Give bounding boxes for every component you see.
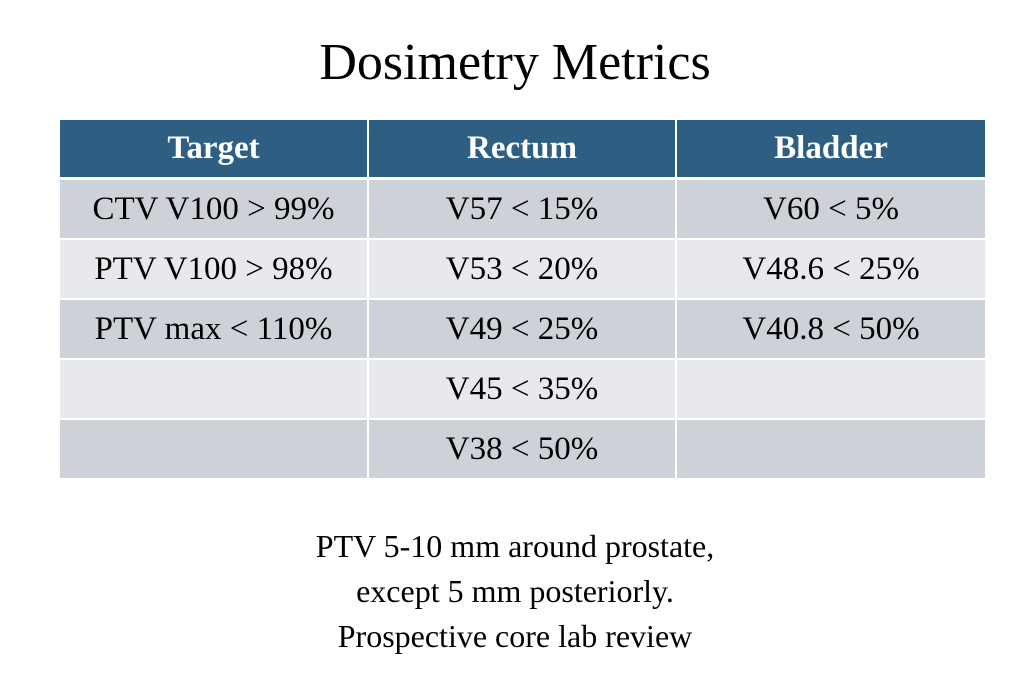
footnote-line: Prospective core lab review — [337, 618, 693, 654]
cell-rectum: V49 < 25% — [368, 299, 677, 360]
cell-bladder: V60 < 5% — [676, 178, 985, 240]
cell-rectum: V45 < 35% — [368, 359, 677, 420]
footnote-line: PTV 5-10 mm around prostate, — [315, 528, 715, 564]
header-target: Target — [60, 120, 369, 180]
cell-target — [60, 419, 369, 480]
table-row: PTV V100 > 98% V53 < 20% V48.6 < 25% — [60, 239, 985, 300]
cell-bladder: V48.6 < 25% — [676, 239, 985, 300]
cell-target: CTV V100 > 99% — [60, 178, 369, 240]
table-row: PTV max < 110% V49 < 25% V40.8 < 50% — [60, 299, 985, 360]
cell-bladder: V40.8 < 50% — [676, 299, 985, 360]
cell-rectum: V38 < 50% — [368, 419, 677, 480]
cell-rectum: V57 < 15% — [368, 178, 677, 240]
slide-title: Dosimetry Metrics — [319, 34, 711, 91]
table-row: CTV V100 > 99% V57 < 15% V60 < 5% — [60, 178, 985, 240]
cell-rectum: V53 < 20% — [368, 239, 677, 300]
table-header-row: Target Rectum Bladder — [60, 120, 985, 180]
table-row: V38 < 50% — [60, 419, 985, 480]
cell-target — [60, 359, 369, 420]
header-bladder: Bladder — [676, 120, 985, 180]
cell-target: PTV V100 > 98% — [60, 239, 369, 300]
cell-target: PTV max < 110% — [60, 299, 369, 360]
cell-bladder — [676, 359, 985, 420]
header-rectum: Rectum — [368, 120, 677, 180]
table-row: V45 < 35% — [60, 359, 985, 420]
footnote: PTV 5-10 mm around prostate, except 5 mm… — [0, 524, 1030, 659]
footnote-line: except 5 mm posteriorly. — [356, 573, 674, 609]
cell-bladder — [676, 419, 985, 480]
dosimetry-table: Target Rectum Bladder CTV V100 > 99% V57… — [60, 120, 985, 480]
